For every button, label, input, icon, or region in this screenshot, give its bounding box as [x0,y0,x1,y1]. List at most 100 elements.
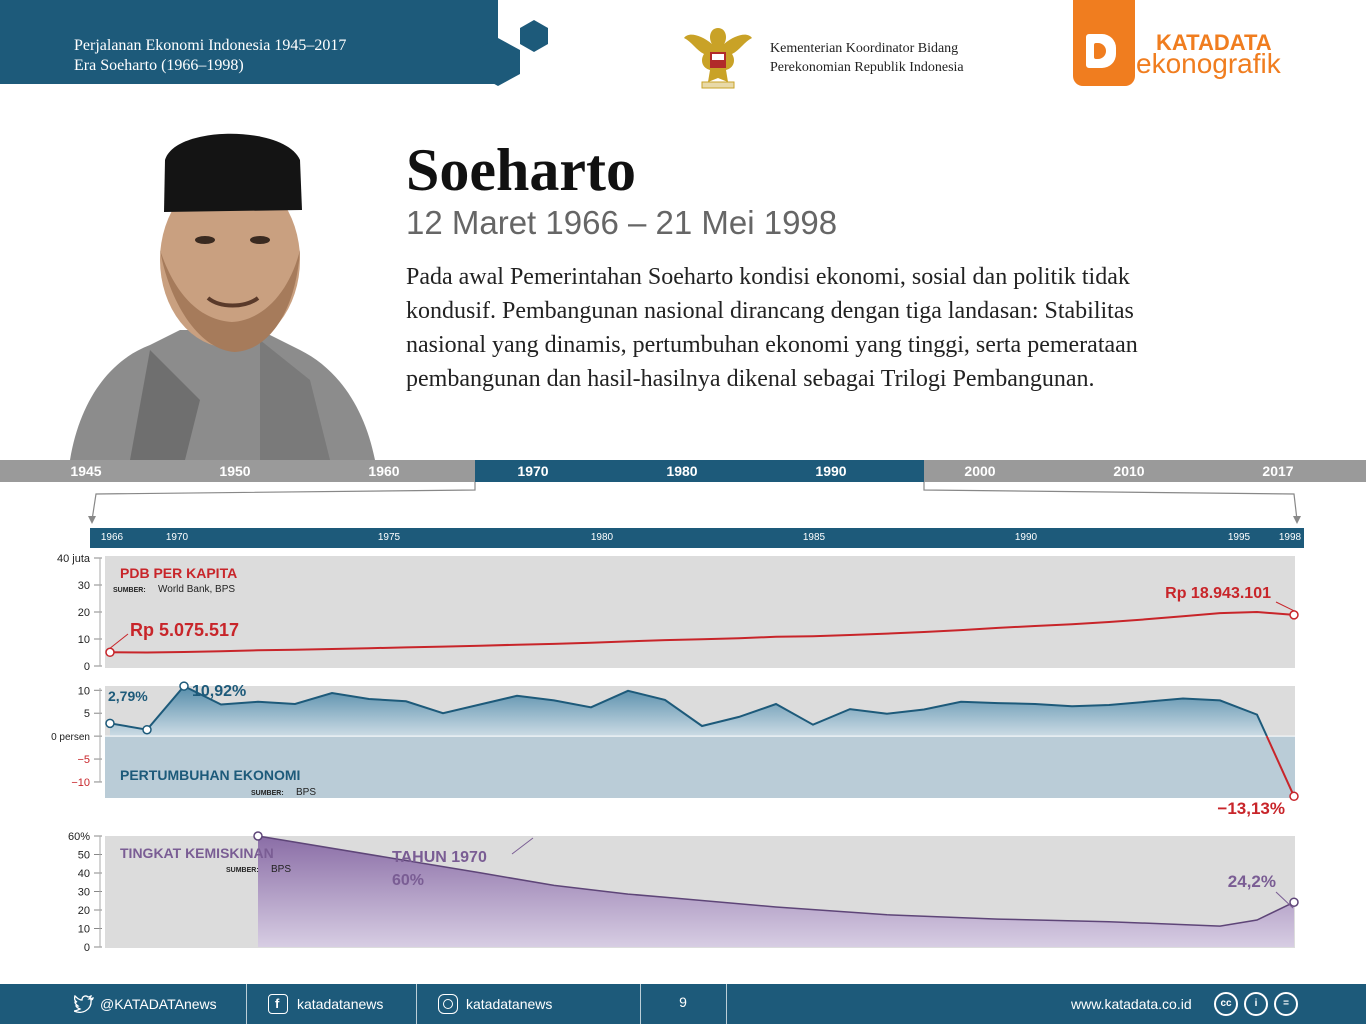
year-tick-label: 1985 [802,532,826,543]
facebook-icon[interactable]: f [268,994,288,1014]
poverty-point [253,831,263,841]
growth-chart-title: PERTUMBUHAN EKONOMI [120,767,300,783]
twitter-icon[interactable] [74,995,94,1013]
attribution-icon: i [1244,992,1268,1016]
poverty-area [258,836,1294,947]
y-tick-label: 5 [84,708,90,720]
y-tick-label: 30 [78,580,90,592]
growth-area [110,686,1267,737]
growth-negative-band [105,736,1295,798]
timeline-label: 2017 [1262,463,1294,479]
gdp-end-annotation: Rp 18.943.101 [1165,585,1271,602]
portrait-illustration [70,133,375,460]
y-tick-label: 0 [84,942,90,954]
y-tick-label: 10 [78,685,90,697]
growth-end-annotation: −13,13% [1217,799,1285,818]
page-number: 9 [679,994,687,1010]
timeline-label: 1970 [517,463,549,479]
growth-series-line [109,684,1268,737]
y-tick-label: 20 [78,607,90,619]
poverty-chart-title: TINGKAT KEMISKINAN [120,845,274,861]
intro-paragraph: Pada awal Pemerintahan Soeharto kondisi … [406,264,1138,392]
poverty-start-annotation-line1: TAHUN 1970 [392,849,487,866]
gdp-start-annotation: Rp 5.075.517 [130,620,239,640]
y-tick-label: 10 [78,924,90,936]
y-tick-label: 40 [78,868,90,880]
timeline-label: 1990 [815,463,847,479]
growth-source: BPS [296,787,316,798]
hexagon-decoration-icon [476,20,548,86]
facebook-handle[interactable]: katadatanews [297,996,384,1012]
gdp-source-label: SUMBER: [113,587,146,594]
no-derivatives-icon: = [1274,992,1298,1016]
growth-point [105,718,115,729]
growth-point [1289,791,1299,802]
growth-point [179,681,189,691]
y-tick-label: 10 [78,634,90,646]
y-tick-label: 50 [78,850,90,862]
ministry-name: Kementerian Koordinator Bidang Perekonom… [770,41,964,75]
growth-source-label: SUMBER: [251,790,284,797]
poverty-start-annotation-line2: 60% [392,872,424,889]
y-tick-label: 20 [78,905,90,917]
instagram-icon[interactable] [438,994,458,1014]
gdp-chart-title: PDB PER KAPITA [120,565,237,581]
creative-commons-icon: cc [1214,992,1238,1016]
gdp-point [105,647,115,658]
poverty-source-label: SUMBER: [226,867,259,874]
y-tick-label: 0 [84,661,90,673]
timeline-label: 2010 [1113,463,1145,479]
gdp-point [1289,610,1299,620]
year-tick-label: 1995 [1227,532,1251,543]
growth-start-annotation: 2,79% [108,688,148,704]
gdp-callout-line [109,633,129,649]
year-axis-bar [90,528,1304,548]
y-tick-label: −10 [71,777,90,789]
year-tick-label: 1966 [100,532,124,543]
year-tick-label: 1998 [1278,532,1302,543]
website-link[interactable]: www.katadata.co.id [1071,996,1192,1012]
term-dates: 12 Maret 1966 – 21 Mei 1998 [406,204,838,241]
year-tick-label: 1970 [165,532,189,543]
poverty-series-line [257,835,1295,927]
header-band [0,0,498,84]
zoom-connector [88,482,1301,524]
brand-name: KATADATA [1156,30,1272,55]
footer-bar [0,984,1366,1024]
year-tick-label: 1980 [590,532,614,543]
timeline-label: 1960 [368,463,400,479]
y-tick-label: 30 [78,887,90,899]
gdp-panel [105,556,1295,668]
poverty-end-annotation: 24,2% [1228,872,1276,891]
leader-name: Soeharto [406,137,636,203]
year-tick-label: 1990 [1014,532,1038,543]
timeline-label: 2000 [964,463,996,479]
growth-decline-line [1265,735,1295,797]
brand-subname: ekonografik [1136,48,1281,79]
poverty-callout-line [511,837,534,855]
gdp-series-line [109,610,1295,654]
growth-point [142,724,152,735]
instagram-handle[interactable]: katadatanews [466,996,553,1012]
y-tick-label: 60% [68,831,90,843]
timeline-label: 1980 [666,463,698,479]
poverty-point [1289,897,1299,907]
growth-peak-annotation: 10,92% [192,683,246,700]
era-title: Era Soeharto (1966–1998) [74,57,244,74]
poverty-source: BPS [271,864,291,875]
y-tick-label: −5 [77,754,90,766]
charts-svg: 40 juta 30 20 10 0 10 5 0 persen −5 −10 60% 50 40 3… [51,553,1299,954]
series-title: Perjalanan Ekonomi Indonesia 1945–2017 [74,37,347,54]
poverty-end-callout-line [1275,891,1294,909]
garuda-emblem-icon [684,28,752,89]
y-tick-label: 0 persen [51,732,90,743]
gdp-source: World Bank, BPS [158,584,235,595]
timeline-label: 1950 [219,463,251,479]
timeline-active-range [475,460,924,482]
header-title: Perjalanan Ekonomi Indonesia 1945–2017 E… [74,36,346,76]
twitter-handle[interactable]: @KATADATAnews [100,996,217,1012]
year-tick-label: 1975 [377,532,401,543]
y-tick-label: 40 juta [57,553,91,565]
timeline-label: 1945 [70,463,102,479]
gdp-callout-line [1275,601,1295,612]
